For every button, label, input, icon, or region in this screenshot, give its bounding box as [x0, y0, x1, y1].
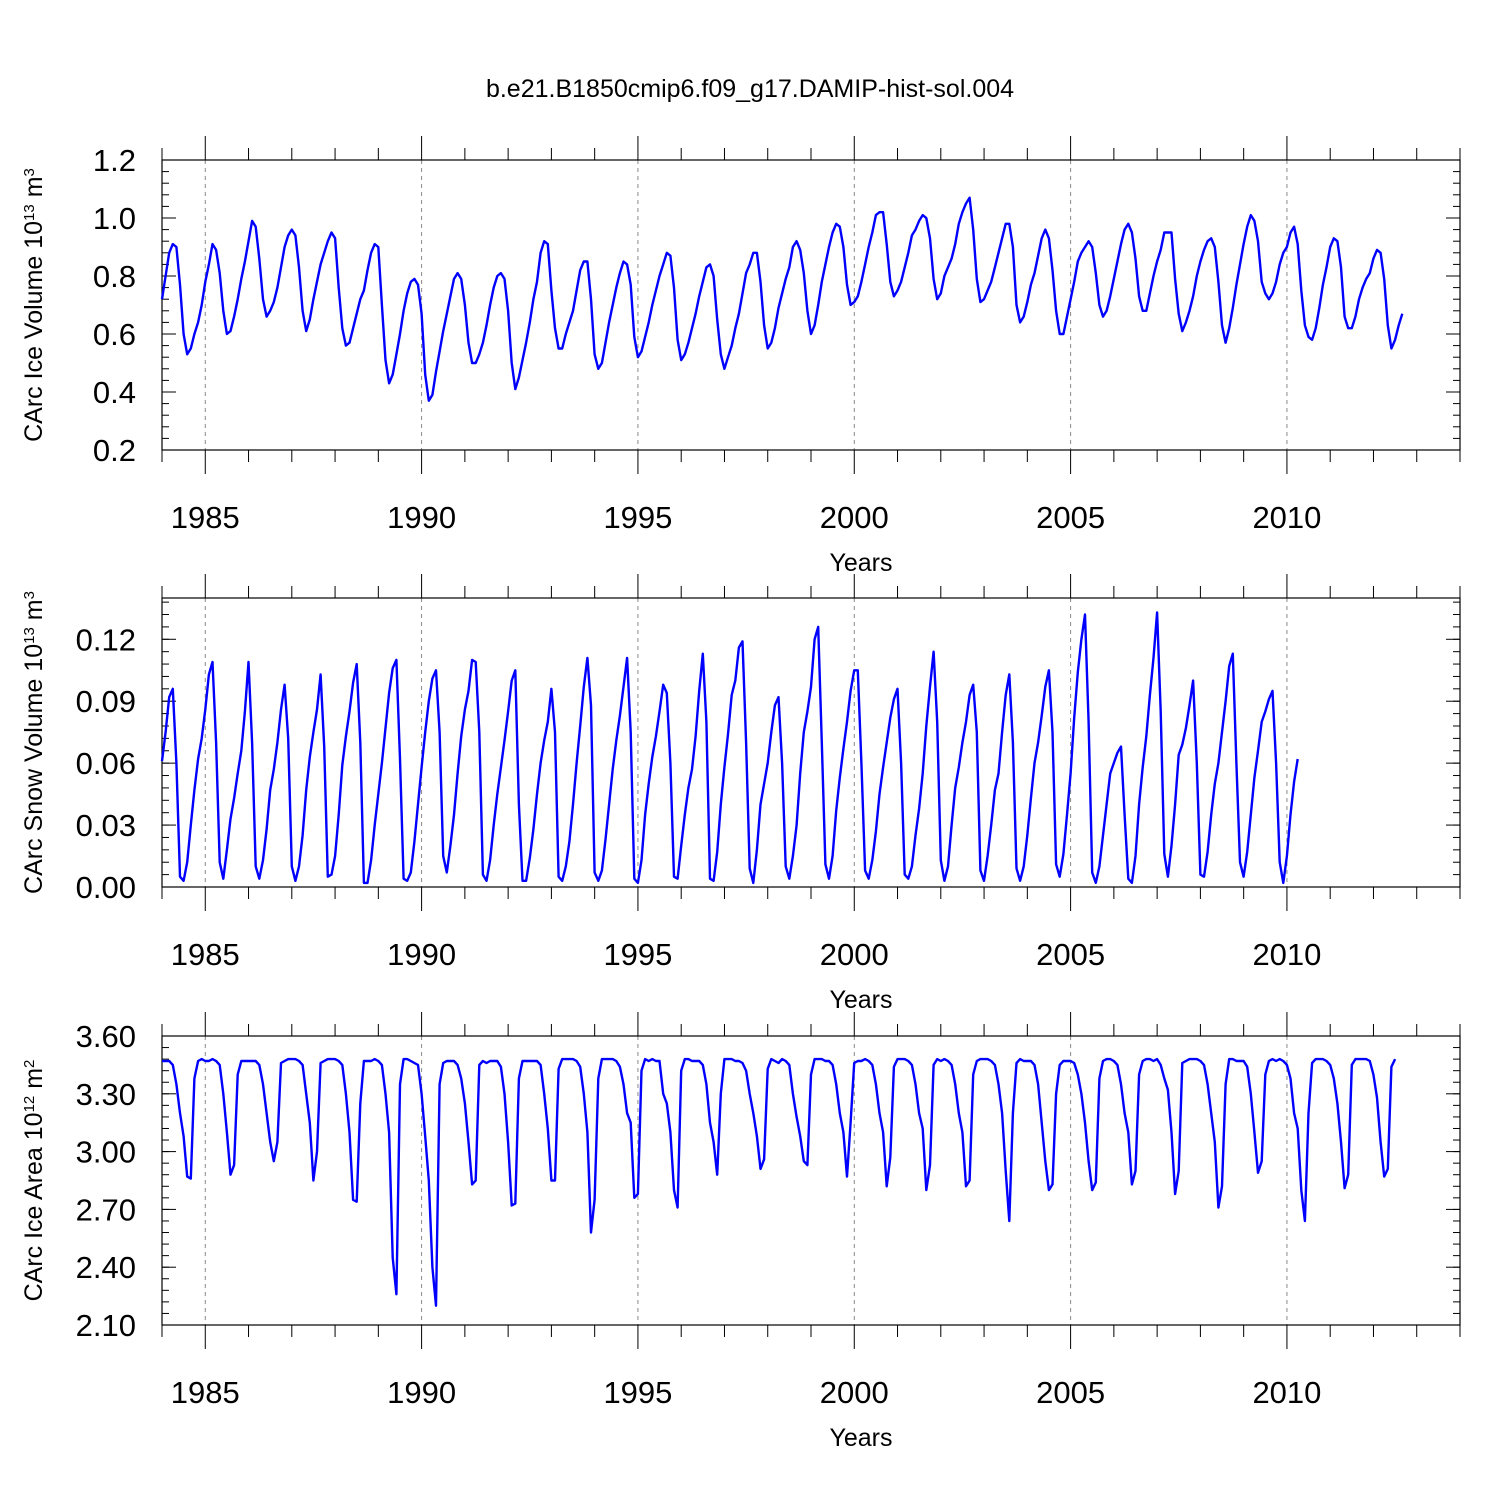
snow-volume-y-tick-label: 0.06 [76, 746, 136, 781]
snow-volume-series-line [160, 611, 1299, 885]
ice-area-plot-frame [161, 1035, 1461, 1326]
snow-volume-y-tick-label: 0.09 [76, 684, 136, 719]
snow-volume-y-axis-label-exponent: 13 [21, 627, 38, 644]
ice-volume-x-tick-label: 2010 [1252, 500, 1321, 535]
ice-area-y-tick-label: 2.70 [76, 1192, 136, 1227]
snow-volume-y-axis-label-text: CArc Snow Volume 10 [20, 644, 48, 894]
ice-area-x-tick-label: 1985 [171, 1375, 240, 1410]
ice-volume-x-tick-label: 1985 [171, 500, 240, 535]
ice-area-series-line [162, 1057, 1397, 1307]
snow-volume-x-tick-label: 1995 [603, 937, 672, 972]
ice-area-y-tick-label: 3.60 [76, 1019, 136, 1054]
ice-volume-y-axis-label-text: CArc Ice Volume 10 [20, 221, 48, 442]
ice-volume-y-tick-label: 1.2 [93, 143, 136, 178]
ice-volume-y-axis-label-unit-exponent: 3 [21, 168, 38, 176]
ice-volume-y-axis-label-unit: m [20, 176, 48, 204]
ice-area-y-tick-label: 3.00 [76, 1135, 136, 1170]
ice-volume-series-line [160, 196, 1404, 402]
ice-volume-y-tick-label: 0.8 [93, 259, 136, 294]
snow-volume-y-axis-label: CArc Snow Volume 1013 m3 [20, 591, 48, 894]
ice-area-y-axis-label-unit-exponent: 2 [21, 1060, 38, 1068]
snow-volume-plot-frame [161, 597, 1461, 888]
ice-area-x-tick-label: 2010 [1252, 1375, 1321, 1410]
ice-area-x-tick-label: 2000 [820, 1375, 889, 1410]
snow-volume-x-tick-label: 1990 [387, 937, 456, 972]
ice-volume-x-tick-label: 2000 [820, 500, 889, 535]
snow-volume-x-tick-label: 2000 [820, 937, 889, 972]
snow-volume-x-axis-label: Years [829, 986, 892, 1014]
ice-area-y-axis-label-unit: m [20, 1068, 48, 1096]
ice-volume-y-tick-label: 1.0 [93, 201, 136, 236]
ice-area-x-tick-label: 1995 [603, 1375, 672, 1410]
ice-area-x-tick-label: 1990 [387, 1375, 456, 1410]
ice-volume-y-axis-label: CArc Ice Volume 1013 m3 [20, 168, 48, 442]
ice-area-x-tick-label: 2005 [1036, 1375, 1105, 1410]
ice-volume-x-axis-label: Years [829, 549, 892, 577]
ice-volume-x-tick-label: 1990 [387, 500, 456, 535]
ice-area-y-axis-label-text: CArc Ice Area 10 [20, 1112, 48, 1301]
ice-volume-y-axis-label-exponent: 13 [21, 204, 38, 221]
ice-area-y-tick-label: 2.40 [76, 1250, 136, 1285]
snow-volume-y-tick-label: 0.03 [76, 808, 136, 843]
ice-volume-y-tick-label: 0.6 [93, 317, 136, 352]
snow-volume-x-tick-label: 2005 [1036, 937, 1105, 972]
snow-volume-x-tick-label: 1985 [171, 937, 240, 972]
panel-ice-area: 1985 1990 1995 2000 2005 2010 2.10 2.40 2.70 3.00… [20, 1012, 1461, 1452]
ice-volume-y-tick-label: 0.2 [93, 433, 136, 468]
snow-volume-x-tick-label: 2010 [1252, 937, 1321, 972]
ice-area-x-axis-label: Years [829, 1424, 892, 1452]
snow-volume-y-axis-label-unit: m [20, 599, 48, 627]
ice-area-y-tick-label: 2.10 [76, 1308, 136, 1343]
ice-area-y-axis-label: CArc Ice Area 1012 m2 [20, 1060, 48, 1302]
ice-volume-x-tick-label: 1995 [603, 500, 672, 535]
snow-volume-y-tick-label: 0.12 [76, 622, 136, 657]
panels: 1985 1990 1995 2000 2005 2010 0.2 0.4 0.6 0.8 1.0 1… [20, 136, 1461, 1452]
figure-title: b.e21.B1850cmip6.f09_g17.DAMIP-hist-sol.… [486, 75, 1014, 103]
ice-volume-x-tick-label: 2005 [1036, 500, 1105, 535]
ice-volume-plot-frame [161, 159, 1461, 451]
ice-area-y-tick-label: 3.30 [76, 1077, 136, 1112]
snow-volume-y-axis-label-unit-exponent: 3 [21, 591, 38, 599]
ice-area-y-axis-label-exponent: 12 [21, 1096, 38, 1113]
panel-ice-volume: 1985 1990 1995 2000 2005 2010 0.2 0.4 0.6 0.8 1.0 1… [20, 136, 1461, 577]
ice-volume-y-tick-label: 0.4 [93, 375, 136, 410]
snow-volume-y-tick-label: 0.00 [76, 870, 136, 905]
panel-snow-volume: 1985 1990 1995 2000 2005 2010 0.00 0.03 0.06 0.09… [20, 574, 1461, 1014]
